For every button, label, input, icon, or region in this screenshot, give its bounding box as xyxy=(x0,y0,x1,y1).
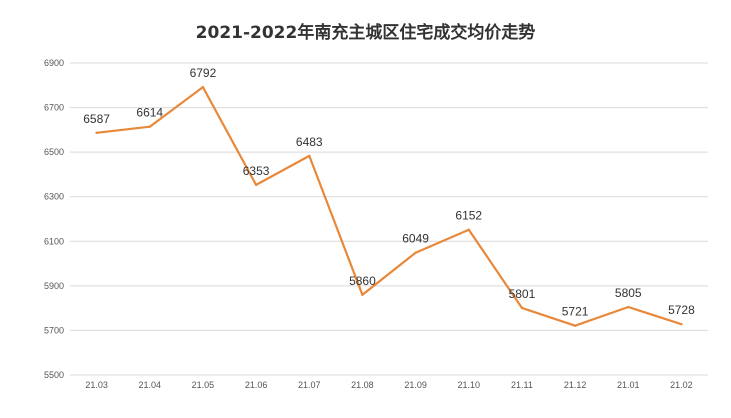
y-tick-label: 6300 xyxy=(44,192,64,202)
data-label: 6792 xyxy=(190,66,217,80)
x-tick-label: 21.09 xyxy=(404,380,427,390)
x-tick-label: 21.06 xyxy=(245,380,268,390)
data-point xyxy=(467,228,470,231)
y-tick-label: 6100 xyxy=(44,236,64,246)
data-label: 6483 xyxy=(296,135,323,149)
data-label: 6049 xyxy=(402,232,429,246)
data-label: 6152 xyxy=(455,209,482,223)
x-axis-ticks: 21.03 21.04 21.05 21.06 21.07 21.08 21.09 21.10… xyxy=(85,380,692,390)
data-point xyxy=(627,305,630,309)
data-labels: 6587 6614 6792 6353 6483 5860 6049 6152 5801 5721… xyxy=(83,66,695,319)
data-point xyxy=(520,306,524,310)
data-point xyxy=(573,324,577,327)
x-tick-label: 21.03 xyxy=(85,380,108,390)
data-point xyxy=(148,125,151,128)
data-point xyxy=(95,131,98,134)
data-label: 6614 xyxy=(136,106,163,120)
y-tick-label: 5500 xyxy=(44,370,64,380)
y-tick-label: 6700 xyxy=(44,103,64,113)
x-tick-label: 21.10 xyxy=(457,380,480,390)
series-line xyxy=(96,85,682,327)
data-label: 5721 xyxy=(562,305,589,319)
y-tick-label: 6900 xyxy=(44,58,64,68)
data-point xyxy=(680,322,683,326)
data-point xyxy=(201,85,205,89)
y-axis-ticks: 5500 5700 5900 6100 6300 6500 6700 6900 xyxy=(44,58,64,380)
x-tick-label: 21.07 xyxy=(298,380,321,390)
chart-title: 2021-2022年南充主城区住宅成交均价走势 xyxy=(195,23,536,43)
gridlines xyxy=(70,62,708,376)
data-label: 6353 xyxy=(243,164,270,178)
series-group xyxy=(95,85,683,327)
x-tick-label: 21.11 xyxy=(511,380,533,390)
data-label: 5860 xyxy=(349,274,376,288)
data-point xyxy=(308,154,311,158)
x-tick-label: 21.02 xyxy=(670,380,693,390)
x-tick-label: 21.01 xyxy=(617,380,640,390)
y-tick-label: 6500 xyxy=(44,147,64,157)
y-tick-label: 5700 xyxy=(44,325,64,335)
x-tick-label: 21.05 xyxy=(192,380,215,390)
data-label: 6587 xyxy=(83,112,110,126)
data-label: 5801 xyxy=(509,287,536,301)
data-label: 5728 xyxy=(668,303,695,317)
y-tick-label: 5900 xyxy=(44,281,64,291)
x-tick-label: 21.04 xyxy=(138,380,161,390)
data-label: 5805 xyxy=(615,286,642,300)
x-tick-label: 21.12 xyxy=(564,380,587,390)
data-point xyxy=(361,293,364,296)
data-point xyxy=(414,251,417,254)
data-point xyxy=(254,183,258,187)
x-tick-label: 21.08 xyxy=(351,380,374,390)
